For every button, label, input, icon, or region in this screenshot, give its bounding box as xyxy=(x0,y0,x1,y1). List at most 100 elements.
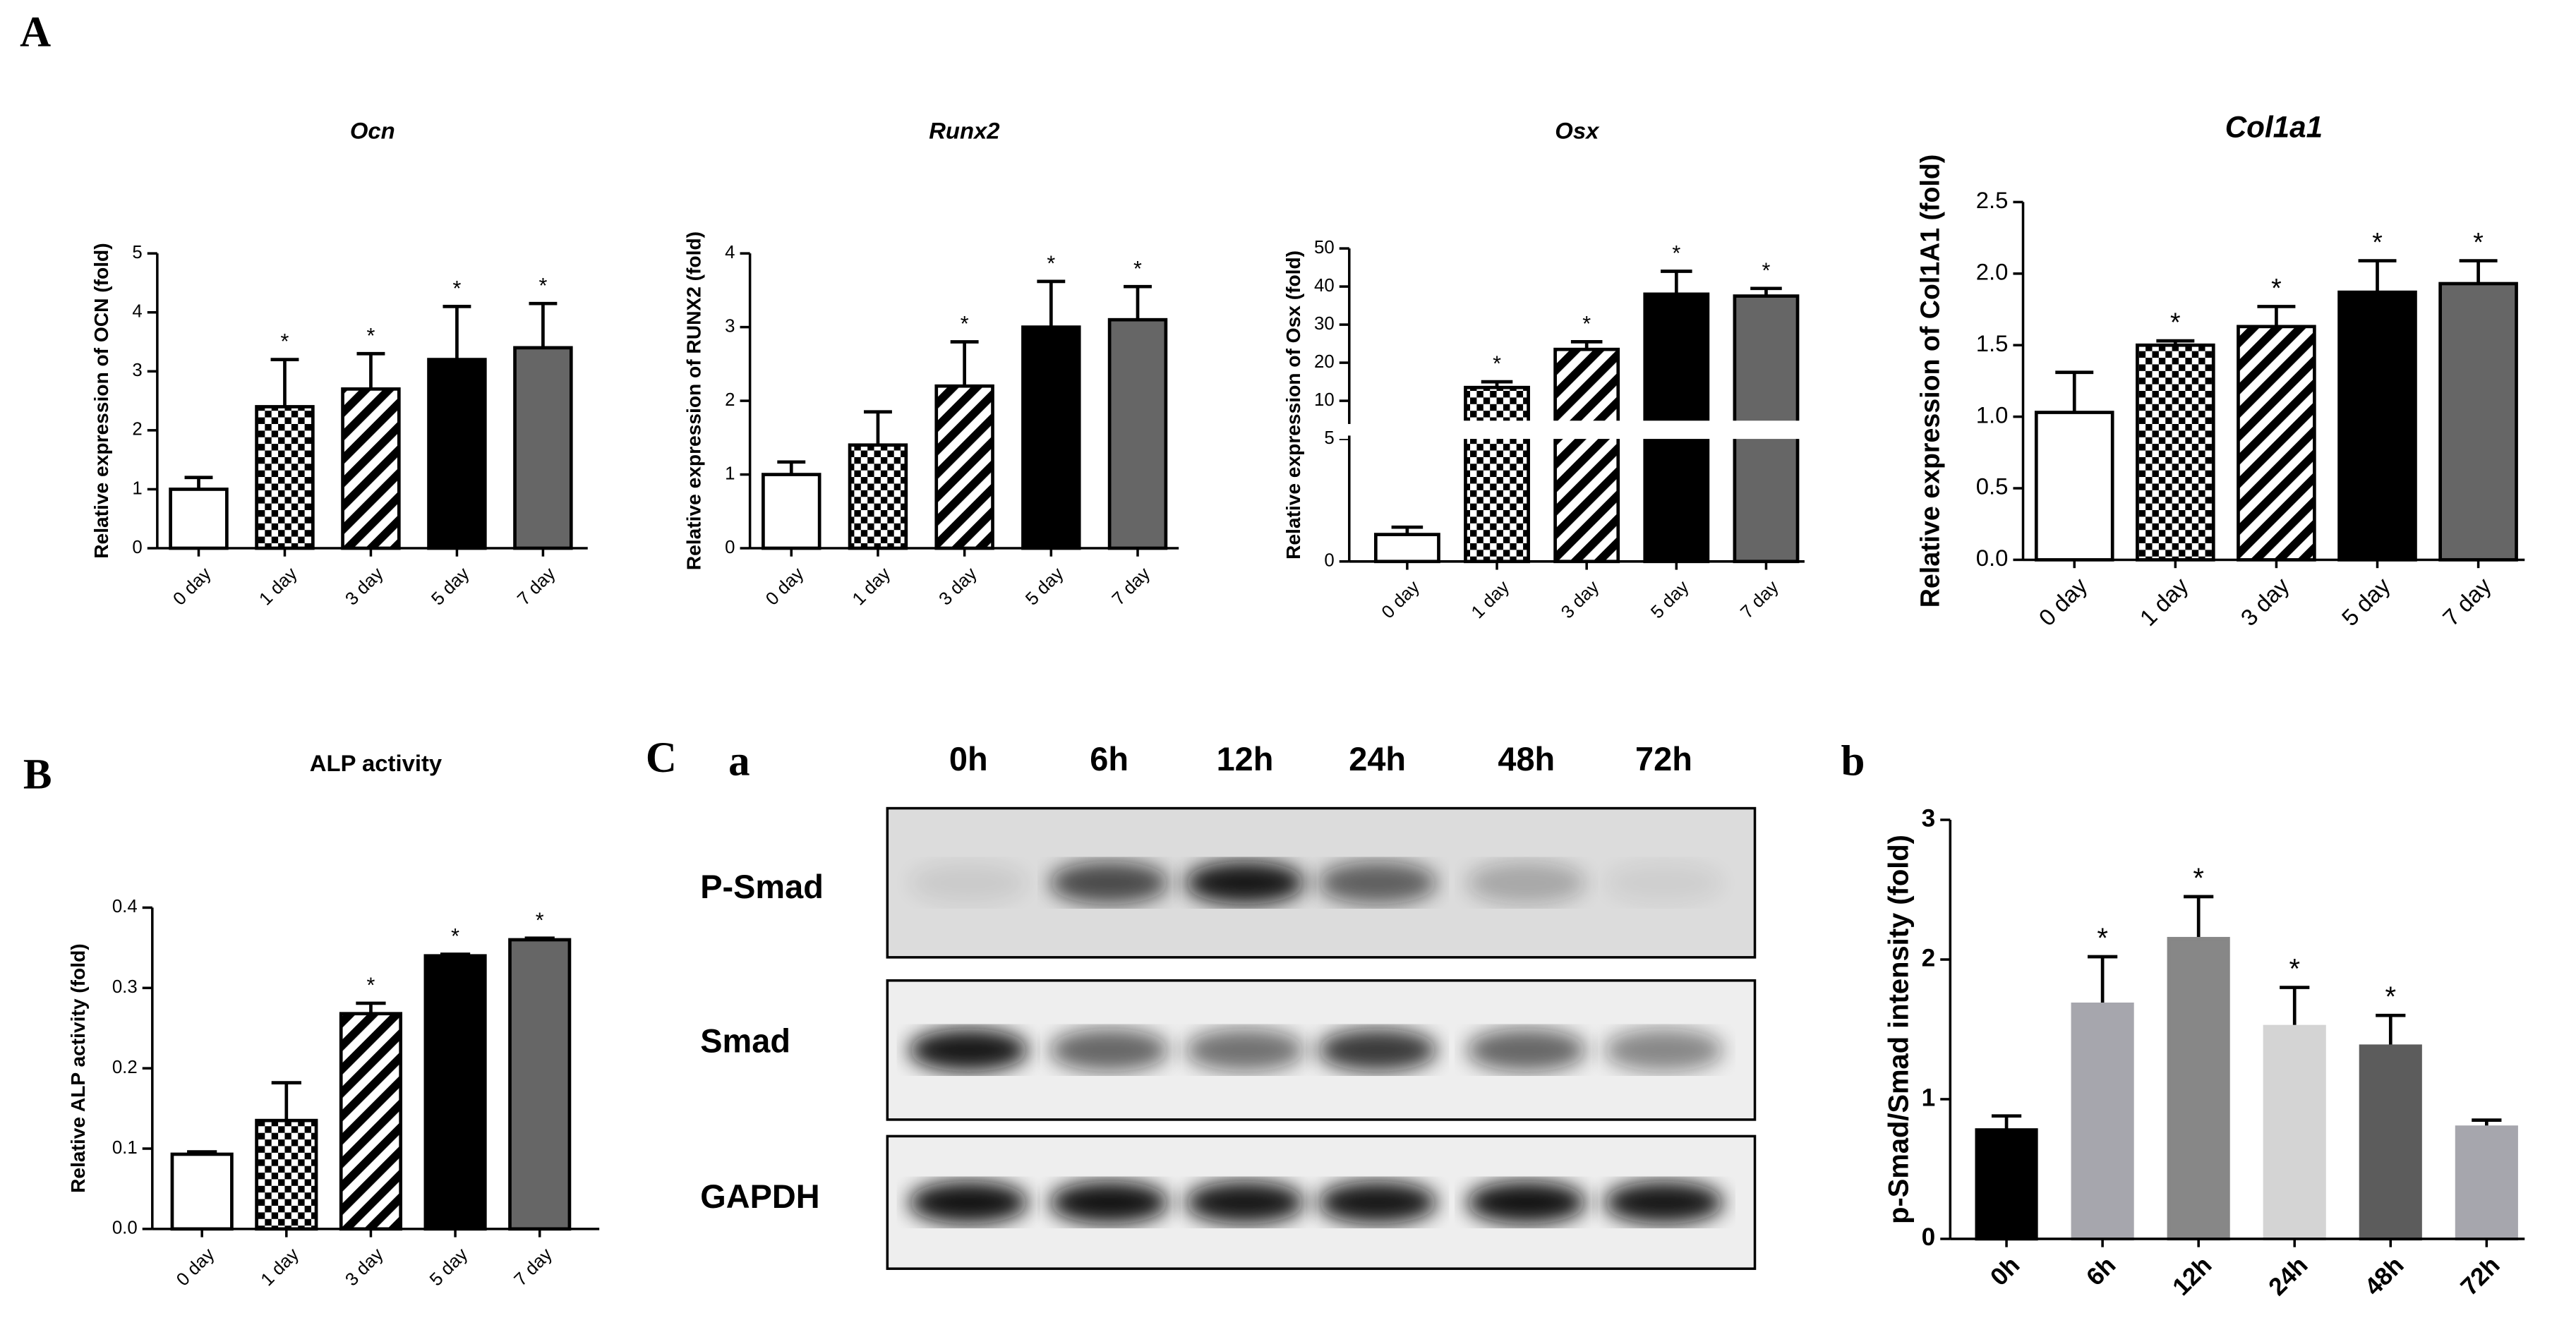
bar xyxy=(934,384,994,550)
x-tick-label: 3 day xyxy=(342,564,387,610)
x-tick-label: 5 day xyxy=(1022,564,1067,610)
bar xyxy=(1021,325,1081,550)
blot-lane-label: 48h xyxy=(1498,741,1555,778)
western-blot: P-Smad Smad GAPDH 0h 6h 12h 24h 48h 72h xyxy=(700,741,1757,1270)
y-tick-label: 1 xyxy=(725,464,735,483)
x-tick-label: 0h xyxy=(1985,1251,2026,1291)
significance-mark: * xyxy=(536,908,544,932)
y-axis-label: Relative expression of Osx (fold) xyxy=(1282,250,1304,559)
significance-mark: * xyxy=(2170,308,2181,337)
x-tick-label: 72h xyxy=(2455,1251,2505,1300)
blot-band xyxy=(1467,861,1587,904)
y-tick-label: 10 xyxy=(1314,390,1335,410)
bar xyxy=(2455,1125,2518,1241)
significance-mark: * xyxy=(2193,863,2204,894)
x-tick-label: 0 day xyxy=(1378,577,1424,623)
bar xyxy=(1975,1128,2038,1241)
chart-title: Runx2 xyxy=(929,117,999,143)
blot-lane-label: 6h xyxy=(1090,741,1128,778)
y-tick-label: 0.2 xyxy=(112,1058,138,1077)
y-axis-label: Relative expression of OCN (fold) xyxy=(90,243,112,558)
y-tick-label: 4 xyxy=(725,243,735,262)
blot-band xyxy=(1185,861,1305,904)
y-tick-label: 0 xyxy=(725,538,735,557)
bar xyxy=(423,954,487,1231)
blot-band xyxy=(908,1028,1028,1072)
significance-mark: * xyxy=(452,277,461,301)
significance-mark: * xyxy=(367,324,375,348)
x-tick-label: 3 day xyxy=(342,1245,387,1290)
bar xyxy=(2263,1024,2326,1241)
panel-label: A xyxy=(20,9,51,56)
x-tick-label: 7 day xyxy=(2438,572,2496,631)
axis-break xyxy=(1336,421,1808,440)
y-tick-label: 4 xyxy=(132,302,142,322)
significance-mark: * xyxy=(2289,954,2300,985)
y-tick-label: 1.5 xyxy=(1976,330,2009,356)
x-tick-label: 5 day xyxy=(1647,577,1692,623)
blot-band xyxy=(908,1180,1028,1224)
chart-title: Ocn xyxy=(350,117,395,143)
bar xyxy=(1553,347,1620,564)
x-tick-label: 24h xyxy=(2263,1251,2313,1300)
bar xyxy=(848,443,908,550)
x-tick-label: 3 day xyxy=(2236,572,2294,631)
x-tick-label: 1 day xyxy=(255,564,301,610)
y-tick-label: 0.1 xyxy=(112,1138,138,1158)
x-tick-label: 12h xyxy=(2167,1251,2217,1300)
significance-mark: * xyxy=(2097,923,2108,954)
blot-band xyxy=(1467,1028,1587,1072)
significance-mark: * xyxy=(2372,227,2383,257)
bar xyxy=(1107,317,1168,550)
blot-band xyxy=(1318,1028,1438,1072)
bar xyxy=(170,1152,234,1231)
bar xyxy=(2438,282,2518,562)
panel-label: B xyxy=(23,751,52,798)
significance-mark: * xyxy=(451,924,459,948)
y-tick-label: 0.3 xyxy=(112,977,138,997)
x-tick-label: 7 day xyxy=(1109,564,1154,610)
x-tick-label: 7 day xyxy=(514,564,559,610)
x-tick-label: 0 day xyxy=(762,564,807,610)
y-tick-label: 3 xyxy=(132,361,142,380)
blot-band xyxy=(1049,861,1169,904)
bar xyxy=(2071,1002,2134,1241)
x-tick-label: 7 day xyxy=(1737,577,1782,623)
x-tick-label: 1 day xyxy=(849,564,894,610)
significance-mark: * xyxy=(1047,251,1055,275)
x-tick-label: 1 day xyxy=(1468,577,1513,623)
bar xyxy=(762,473,821,550)
y-tick-label: 2.5 xyxy=(1976,187,2009,213)
significance-mark: * xyxy=(2271,273,2282,303)
blot-band xyxy=(908,861,1028,904)
bar xyxy=(2337,290,2417,562)
bar xyxy=(1373,533,1440,564)
blot-band xyxy=(1604,1028,1723,1072)
bar xyxy=(169,488,229,550)
significance-mark: * xyxy=(281,329,289,353)
y-tick-label: 3 xyxy=(1922,804,1936,832)
significance-mark: * xyxy=(1133,257,1142,281)
y-axis-label: Relative ALP activity (fold) xyxy=(67,943,89,1193)
blot-row-label: Smad xyxy=(700,1022,790,1059)
significance-mark: * xyxy=(538,274,547,298)
y-tick-label: 0 xyxy=(1324,551,1334,571)
y-tick-label: 1 xyxy=(132,478,142,498)
y-tick-label: 5 xyxy=(132,243,142,262)
y-tick-label: 2 xyxy=(1922,944,1936,972)
significance-mark: * xyxy=(1672,241,1680,265)
y-tick-label: 5 xyxy=(1324,428,1334,448)
blot-band xyxy=(1318,1180,1438,1224)
significance-mark: * xyxy=(1762,258,1771,282)
chart-title: Osx xyxy=(1555,117,1600,143)
y-tick-label: 0.5 xyxy=(1976,473,2009,500)
significance-mark: * xyxy=(2385,981,2397,1012)
x-tick-label: 5 day xyxy=(428,564,473,610)
panel-label: a xyxy=(728,738,750,785)
x-tick-label: 0 day xyxy=(169,564,215,610)
significance-mark: * xyxy=(961,312,969,336)
bar xyxy=(2359,1044,2422,1241)
y-axis-label: Relative expression of RUNX2 (fold) xyxy=(683,231,705,570)
bar xyxy=(2167,936,2230,1241)
